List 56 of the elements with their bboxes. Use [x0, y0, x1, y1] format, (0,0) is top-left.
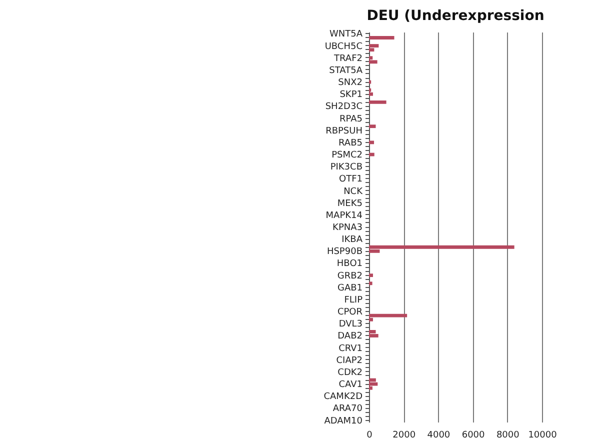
bar: [369, 60, 378, 64]
y-tick-label: TRAF2: [333, 54, 362, 64]
y-tick-label: DVL3: [338, 320, 362, 330]
y-tick-label: SH2D3C: [325, 102, 362, 112]
y-tick-label: MEK5: [337, 198, 362, 209]
y-tick-label: PIK3CB: [330, 162, 362, 173]
y-tick-label: DAB2: [338, 332, 362, 342]
bar: [369, 48, 374, 52]
chart-title: DEU (Underexpression: [366, 8, 544, 24]
y-tick-label: CIAP2: [336, 356, 362, 366]
y-tick-label: HBO1: [336, 259, 362, 270]
y-tick-label: RAB5: [338, 138, 362, 148]
y-tick-label: CAV1: [338, 380, 362, 390]
bar: [369, 152, 374, 156]
bar: [369, 330, 376, 334]
y-tick-label: GAB1: [337, 283, 362, 294]
y-tick-label: STAT5A: [329, 66, 364, 76]
bar: [369, 36, 394, 40]
y-tick-label: RBPSUH: [326, 126, 362, 136]
bar: [369, 124, 376, 128]
x-tick-label: 2000: [392, 430, 416, 440]
y-tick-label: HSP90B: [326, 247, 362, 258]
x-tick-label: 4000: [427, 430, 450, 440]
y-tick-label: MAPK14: [326, 210, 363, 221]
x-tick-label: 6000: [462, 430, 486, 440]
bar: [369, 282, 372, 286]
y-tick-label: PSMC2: [332, 150, 362, 161]
bar: [369, 334, 378, 338]
y-tick-label: SKP1: [340, 90, 362, 100]
bar: [369, 100, 386, 104]
y-tick-label: UBCH5C: [324, 42, 362, 52]
y-tick-label: OTF1: [339, 174, 362, 185]
y-tick-label: KPNA3: [332, 223, 362, 233]
bar: [369, 382, 378, 386]
y-tick-label: CAMK2D: [324, 392, 363, 402]
bar: [369, 92, 373, 96]
y-tick-label: CPOR: [337, 308, 362, 318]
x-tick-label: 8000: [496, 430, 520, 440]
y-tick-label: CDK2: [338, 368, 362, 378]
y-tick-label: CRV1: [338, 344, 362, 354]
y-tick-label: ADAM10: [324, 416, 363, 426]
bar: [369, 314, 408, 318]
y-tick-label: NCK: [344, 186, 364, 197]
y-tick-label: RPA5: [340, 114, 362, 124]
y-tick-label: FLIP: [344, 295, 364, 306]
x-tick-label: 10000: [528, 430, 558, 440]
bar: [369, 245, 514, 249]
bar: [369, 274, 373, 278]
y-tick-label: ARA70: [332, 404, 363, 414]
y-tick-label: SNX2: [338, 78, 362, 88]
y-tick-label: IKBA: [342, 235, 364, 246]
x-tick-label: 0: [366, 430, 373, 440]
bar: [369, 140, 374, 144]
bar: [369, 44, 379, 48]
y-tick-label: WNT5A: [329, 30, 364, 40]
y-tick-label: GRB2: [337, 271, 362, 282]
